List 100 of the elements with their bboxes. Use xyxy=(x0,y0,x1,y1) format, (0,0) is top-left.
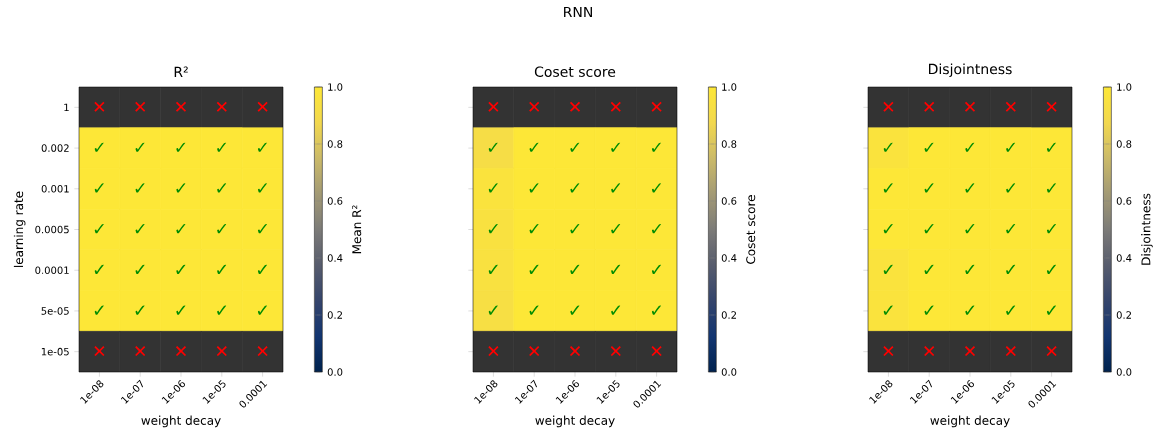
data-label: ✓ xyxy=(529,142,539,152)
text: ✕ xyxy=(488,345,499,357)
text: ✕ xyxy=(529,101,540,112)
data-label: ✓ xyxy=(883,142,893,152)
data-label: ✓ xyxy=(611,305,621,315)
chart-title: Disjointness xyxy=(929,63,1012,77)
data-label: ✓ xyxy=(651,224,661,234)
data-label: ✓ xyxy=(135,224,145,234)
color-bar-title: Coset score xyxy=(746,195,756,264)
color-bar-label: 0.4 xyxy=(1116,254,1132,262)
data-label: ✓ xyxy=(965,305,975,315)
color-bar-title: Mean R² xyxy=(352,205,362,254)
data-label: ✓ xyxy=(529,224,539,234)
data-label: ✓ xyxy=(217,264,227,275)
text: ✕ xyxy=(883,345,894,357)
data-label: ✓ xyxy=(94,224,104,234)
data-label: ✓ xyxy=(529,264,539,275)
data-label: ✓ xyxy=(135,142,145,152)
data-label: ✓ xyxy=(1006,305,1016,315)
data-label: ✓ xyxy=(529,183,539,193)
data-label: ✓ xyxy=(651,142,661,152)
data-label: ✓ xyxy=(257,224,267,234)
data-label: ✓ xyxy=(488,183,498,193)
color-bar-label: 0.0 xyxy=(327,368,343,376)
text: ✕ xyxy=(1005,345,1016,357)
color-bar-title: Disjointness xyxy=(1141,193,1153,265)
y-tick-label: 0.001 xyxy=(41,185,69,193)
data-label: ✓ xyxy=(1006,264,1016,275)
data-label: ✓ xyxy=(257,305,267,315)
data-label: ✓ xyxy=(217,183,227,193)
text: ✕ xyxy=(135,345,146,357)
color-bar-label: 0.8 xyxy=(721,140,737,148)
text: ✕ xyxy=(964,101,976,112)
data-label: ✓ xyxy=(94,264,104,275)
color-bar-label: 0.2 xyxy=(327,311,342,319)
data-label: ✓ xyxy=(924,224,934,234)
text: ✕ xyxy=(883,101,894,112)
text: ✕ xyxy=(924,101,935,112)
data-label: ✓ xyxy=(651,183,661,193)
data-label: ✓ xyxy=(965,224,975,234)
color-bar-label: 0.4 xyxy=(327,254,343,262)
data-label: ✓ xyxy=(176,183,186,193)
data-label: ✓ xyxy=(529,305,539,315)
color-bar-label: 0.0 xyxy=(721,368,737,376)
color-bar-label: 0.6 xyxy=(1116,197,1132,205)
text: ✕ xyxy=(610,101,621,112)
data-label: ✓ xyxy=(176,142,186,152)
data-label: ✓ xyxy=(651,305,661,315)
text: ✕ xyxy=(529,345,540,357)
data-label: ✓ xyxy=(1006,183,1016,193)
data-label: ✓ xyxy=(176,264,186,275)
text: ✕ xyxy=(94,101,105,112)
data-label: ✓ xyxy=(176,305,186,315)
data-label: ✓ xyxy=(1046,224,1056,234)
color-bar-label: 0.4 xyxy=(721,254,737,262)
text: ✕ xyxy=(257,101,268,112)
text: ✕ xyxy=(175,101,187,112)
data-label: ✓ xyxy=(217,224,227,234)
data-label: ✓ xyxy=(176,224,186,234)
y-tick-label: 0.0001 xyxy=(35,266,69,275)
y-tick-label: 5e-05 xyxy=(41,307,69,315)
data-label: ✓ xyxy=(883,264,893,275)
data-label: ✓ xyxy=(1046,305,1056,315)
y-tick-label: 1 xyxy=(64,103,69,112)
data-label: ✓ xyxy=(135,264,145,275)
data-label: ✓ xyxy=(611,264,621,275)
data-label: ✓ xyxy=(1046,142,1056,152)
chart-title: R² xyxy=(174,66,188,77)
data-label: ✓ xyxy=(488,305,498,315)
data-label: ✓ xyxy=(488,224,498,234)
color-bar-label: 1.0 xyxy=(328,83,343,91)
x-axis-title: weight decay xyxy=(535,415,615,428)
color-bar-label: 1.0 xyxy=(722,83,737,91)
data-label: ✓ xyxy=(883,305,893,315)
text: ✕ xyxy=(135,101,146,112)
x-axis-title: weight decay xyxy=(141,415,221,428)
data-label: ✓ xyxy=(257,142,267,152)
data-label: ✓ xyxy=(1046,264,1056,275)
text: ✕ xyxy=(651,101,662,112)
text: ✕ xyxy=(1046,345,1057,357)
data-label: ✓ xyxy=(257,183,267,193)
text: ✕ xyxy=(94,345,105,357)
data-label: ✓ xyxy=(883,224,893,234)
data-label: ✓ xyxy=(94,142,104,152)
data-label: ✓ xyxy=(924,183,934,193)
data-label: ✓ xyxy=(217,142,227,152)
data-label: ✓ xyxy=(217,305,227,315)
text: ✕ xyxy=(924,345,935,357)
data-label: ✓ xyxy=(94,305,104,315)
data-label: ✓ xyxy=(1046,183,1056,193)
data-label: ✓ xyxy=(965,264,975,275)
data-label: ✓ xyxy=(924,142,934,152)
data-label: ✓ xyxy=(651,264,661,275)
chart-title: Coset score xyxy=(534,66,616,77)
text: RNN xyxy=(564,6,592,18)
data-label: ✓ xyxy=(570,224,580,234)
color-bar-label: 0.0 xyxy=(1116,368,1132,376)
text: ✕ xyxy=(175,345,187,357)
color-bar-label: 0.2 xyxy=(1116,311,1131,319)
data-label: ✓ xyxy=(570,264,580,275)
